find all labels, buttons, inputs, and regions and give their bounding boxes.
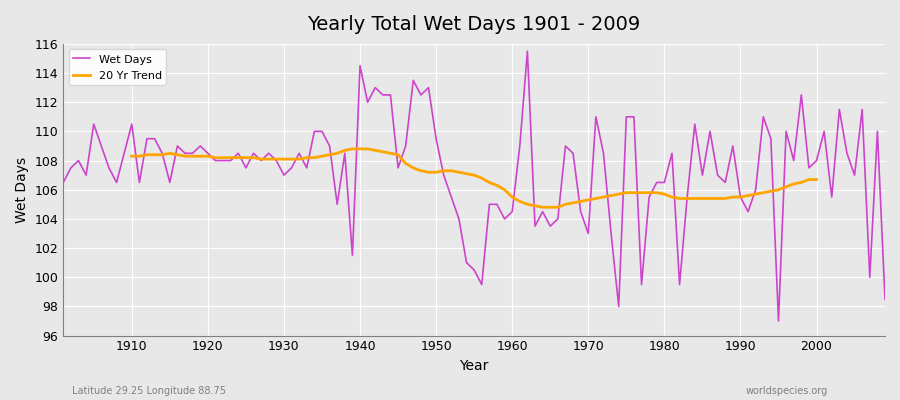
Title: Yearly Total Wet Days 1901 - 2009: Yearly Total Wet Days 1901 - 2009 [308,15,641,34]
Wet Days [119,151,130,156]
Wet Days [773,318,784,323]
Text: Latitude 29.25 Longitude 88.75: Latitude 29.25 Longitude 88.75 [72,386,226,396]
20 Yr Trend [302,155,312,160]
Wet Days [507,209,517,214]
Wet Days [606,231,616,236]
20 Yr Trend [347,146,358,151]
20 Yr Trend [210,155,220,160]
20 Yr Trend [804,177,814,182]
20 Yr Trend [811,177,822,182]
20 Yr Trend [126,154,137,158]
Text: worldspecies.org: worldspecies.org [746,386,828,396]
Wet Days [500,216,510,221]
X-axis label: Year: Year [460,359,489,373]
20 Yr Trend [286,157,297,162]
Wet Days [286,166,297,170]
Line: 20 Yr Trend: 20 Yr Trend [131,149,816,207]
Legend: Wet Days, 20 Yr Trend: Wet Days, 20 Yr Trend [68,50,166,86]
Y-axis label: Wet Days: Wet Days [15,157,29,223]
Wet Days [879,297,890,302]
20 Yr Trend [537,205,548,210]
Wet Days [522,49,533,54]
20 Yr Trend [720,196,731,201]
Wet Days [332,202,343,207]
20 Yr Trend [529,203,540,208]
Wet Days [58,180,68,185]
Line: Wet Days: Wet Days [63,51,885,321]
